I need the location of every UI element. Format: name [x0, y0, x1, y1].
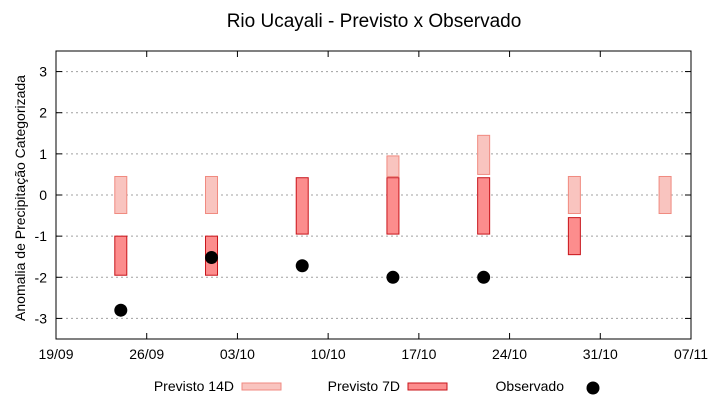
legend-label-previsto-14d: Previsto 14D [154, 378, 234, 394]
plot-area: 3 2 1 0 -1 -2 -3 19/09 26/09 03/10 10/10 17/10 24/10… [35, 50, 708, 362]
bar-previsto-14d [205, 175, 219, 215]
point-observado [295, 259, 309, 273]
x-tick-label: 19/09 [38, 346, 73, 362]
legend-swatch-observado [586, 381, 600, 395]
bar-previsto-7d [295, 177, 309, 235]
bar-previsto-14d [658, 175, 672, 215]
y-tick-label: 0 [39, 187, 47, 203]
y-tick-label: -3 [35, 310, 48, 326]
legend-label-previsto-7d: Previsto 7D [328, 378, 400, 394]
bar-previsto-14d [477, 134, 491, 175]
legend-label-observado: Observado [496, 378, 565, 394]
y-tick-label: -2 [35, 269, 48, 285]
x-tick-label: 26/09 [129, 346, 164, 362]
legend-swatch-previsto-7d [407, 382, 448, 391]
x-tick-label: 03/10 [220, 346, 255, 362]
x-tick-label: 17/10 [401, 346, 436, 362]
point-observado [114, 303, 128, 317]
bar-previsto-7d [567, 217, 581, 256]
x-tick-label: 07/11 [674, 346, 708, 362]
x-tick-label: 31/10 [583, 346, 618, 362]
y-tick-label: -1 [35, 228, 48, 244]
point-observado [477, 270, 491, 284]
bar-previsto-7d [386, 177, 400, 235]
bar-previsto-14d [386, 155, 400, 177]
bar-previsto-14d [567, 175, 581, 215]
chart-title: Rio Ucayali - Previsto x Observado [227, 11, 522, 32]
bar-previsto-7d [114, 235, 128, 276]
legend-swatch-previsto-14d [241, 382, 282, 391]
y-axis-label: Anomalia de Precipitação Categorizada [12, 75, 28, 321]
bar-previsto-14d [114, 175, 128, 215]
point-observado [386, 270, 400, 284]
bar-previsto-7d [477, 177, 491, 235]
y-tick-label: 2 [39, 105, 47, 121]
legend: Previsto 14D Previsto 7D Observado [154, 378, 600, 395]
y-tick-label: 1 [39, 146, 47, 162]
y-tick-label: 3 [39, 64, 47, 80]
x-tick-label: 10/10 [311, 346, 346, 362]
x-tick-label: 24/10 [492, 346, 527, 362]
point-observado [205, 251, 219, 265]
plot-frame [55, 50, 692, 340]
